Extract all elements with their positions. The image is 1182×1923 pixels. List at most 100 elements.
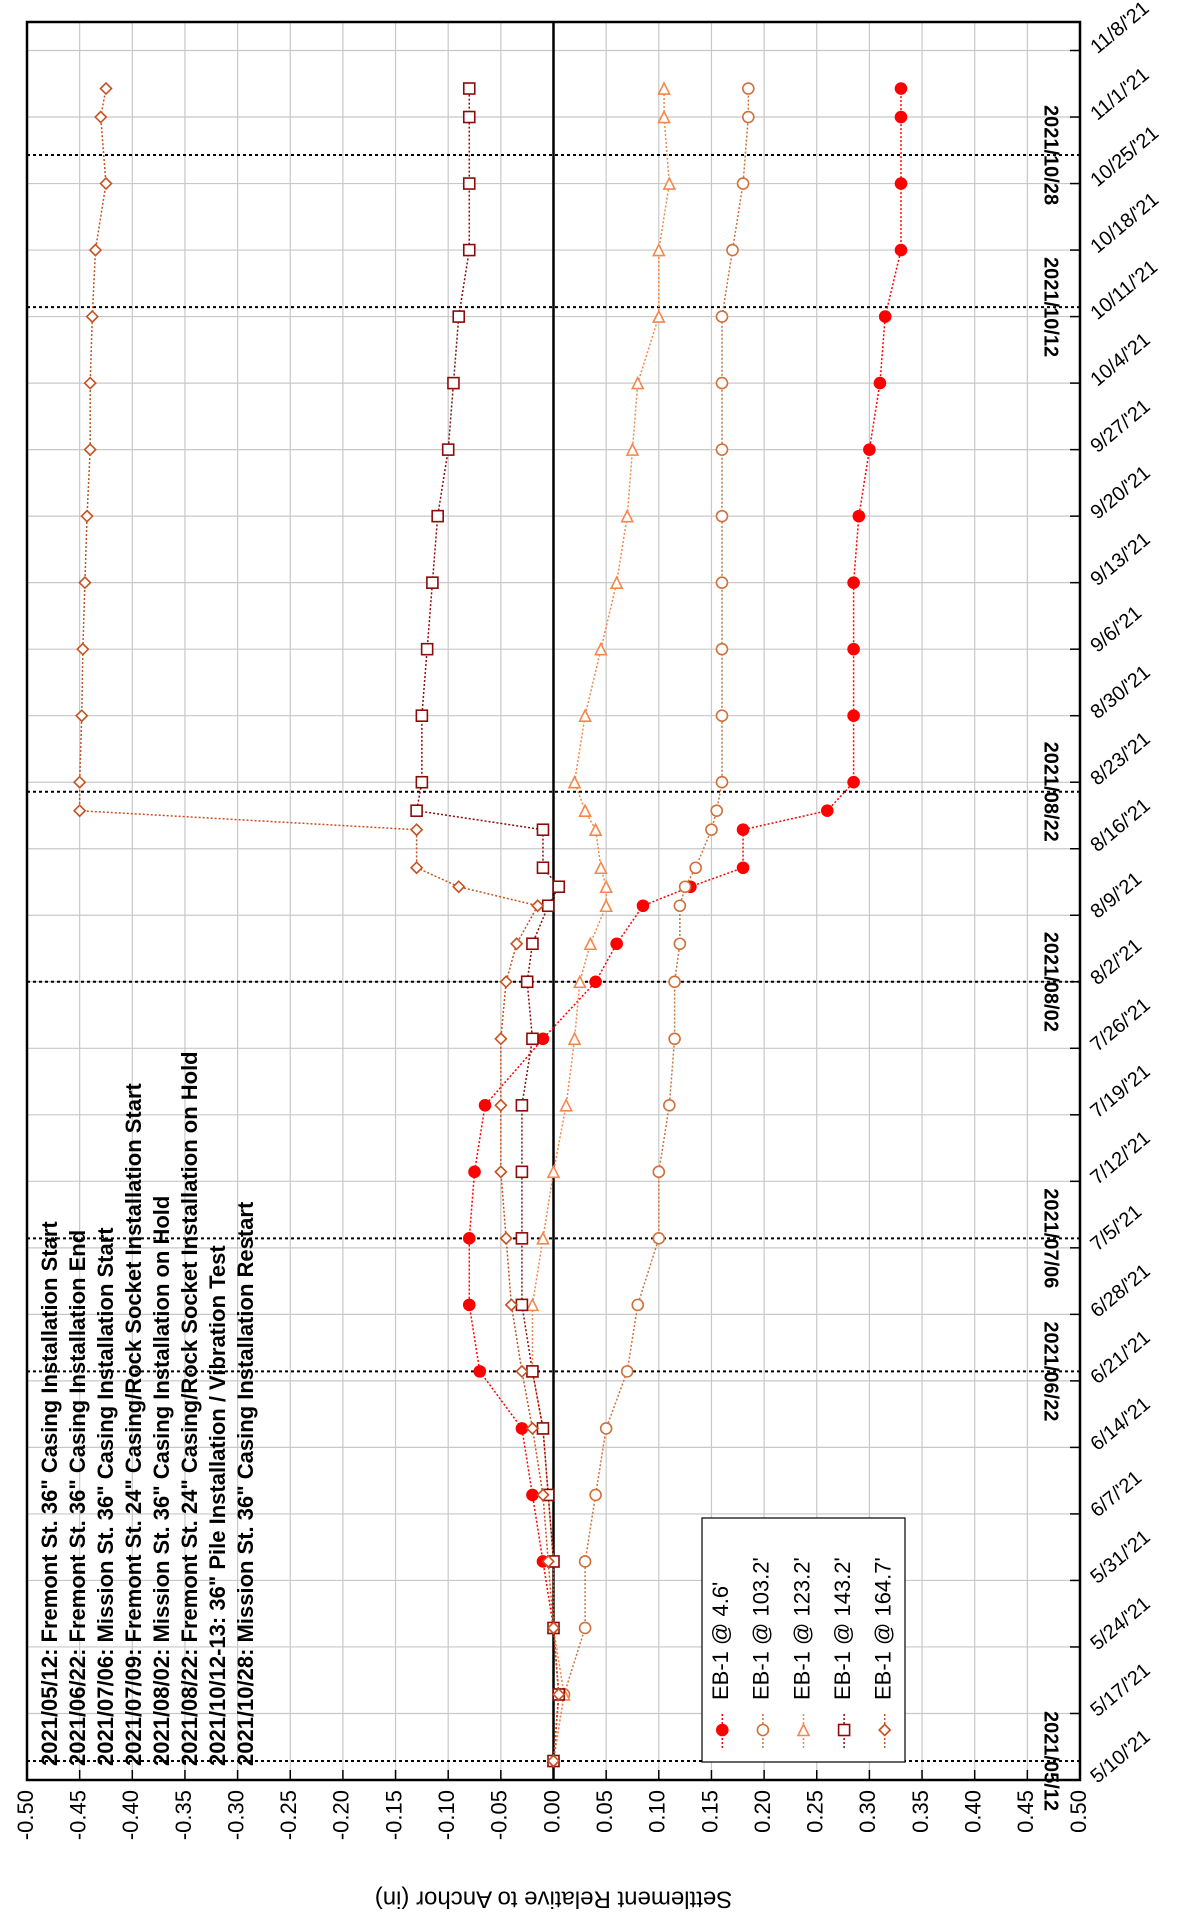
point [820,804,834,818]
point [462,177,476,190]
point [426,576,439,589]
point [567,1031,582,1046]
point [510,937,524,951]
legend-marker [715,1723,729,1737]
point [726,243,739,257]
legend-label: EB-1 @ 164.7' [871,1557,896,1700]
point [652,1232,666,1245]
point [852,509,866,523]
point [536,823,550,837]
point [431,509,444,523]
point [847,709,860,722]
point [678,880,692,894]
point [736,823,750,837]
point [588,822,603,837]
point [636,899,650,913]
point [652,309,666,323]
point [715,576,729,589]
point [536,1422,550,1435]
point [409,823,424,837]
legend-label: EB-1 @ 4.6' [708,1582,733,1700]
point [494,1165,508,1179]
point [473,1365,487,1378]
point [515,1099,529,1112]
point [515,1298,529,1312]
annotation: 2021/07/09: Fremont St. 24" Casing/Rock … [121,1082,146,1766]
y-tick-label: -0.45 [65,1790,90,1840]
legend-marker [837,1723,851,1737]
point [515,1422,529,1435]
y-tick-label: -0.50 [13,1790,38,1840]
y-tick-label: -0.30 [223,1790,248,1840]
point [76,642,90,656]
point [599,1422,613,1435]
point [657,81,671,95]
annotation: 2021/08/22: Fremont St. 24" Casing/Rock … [177,1051,202,1766]
y-tick-label: 0.05 [592,1790,617,1833]
point [578,1555,592,1568]
point [715,509,729,523]
event-label: 2021/05/12 [1040,1711,1062,1811]
point [526,937,539,951]
point [863,443,876,456]
point [847,775,860,789]
point [715,310,729,323]
point [736,177,750,190]
point [525,1297,540,1312]
y-tick-label: -0.20 [329,1790,354,1840]
point [515,1364,529,1379]
point [73,804,87,818]
point [631,1298,645,1312]
point [599,879,613,894]
y-tick-label: 0.40 [961,1790,986,1833]
event-label: 2021/06/22 [1040,1321,1062,1421]
annotation: 2021/07/06: Mission St. 36" Casing Insta… [93,1227,118,1766]
point [715,443,729,456]
point [625,442,640,456]
point [878,310,892,323]
point [630,375,645,390]
point [578,708,592,722]
y-tick-label: -0.40 [118,1790,143,1840]
event-label: 2021/10/28 [1040,105,1062,205]
point [847,642,860,656]
point [652,242,666,257]
point [847,576,860,589]
y-tick-label: 0.25 [803,1790,828,1833]
point [447,376,460,390]
point [894,243,908,257]
point [710,804,724,818]
point [462,110,476,124]
legend-label: EB-1 @ 143.2' [830,1557,855,1700]
y-tick-label: 0.30 [855,1790,880,1833]
event-label: 2021/08/22 [1040,742,1062,842]
point [894,177,908,190]
point [657,109,671,124]
point [515,1165,529,1179]
legend-marker [796,1722,811,1737]
legend-marker [878,1723,892,1737]
point [673,899,687,913]
point [99,81,113,96]
point [894,82,908,95]
point [504,1298,519,1312]
event-label: 2021/10/12 [1040,257,1062,357]
point [468,1165,481,1179]
point [705,823,718,837]
point [715,775,729,789]
point [94,110,108,124]
point [494,1098,508,1112]
legend-box [701,1517,906,1763]
y-tick-label: -0.05 [487,1790,512,1840]
point [599,898,613,913]
point [441,443,455,456]
point [652,1165,666,1179]
point [499,975,513,989]
point [83,442,97,457]
legend-label: EB-1 @ 123.2' [789,1557,814,1700]
point [462,1232,476,1245]
point [409,861,424,875]
point [609,575,624,589]
